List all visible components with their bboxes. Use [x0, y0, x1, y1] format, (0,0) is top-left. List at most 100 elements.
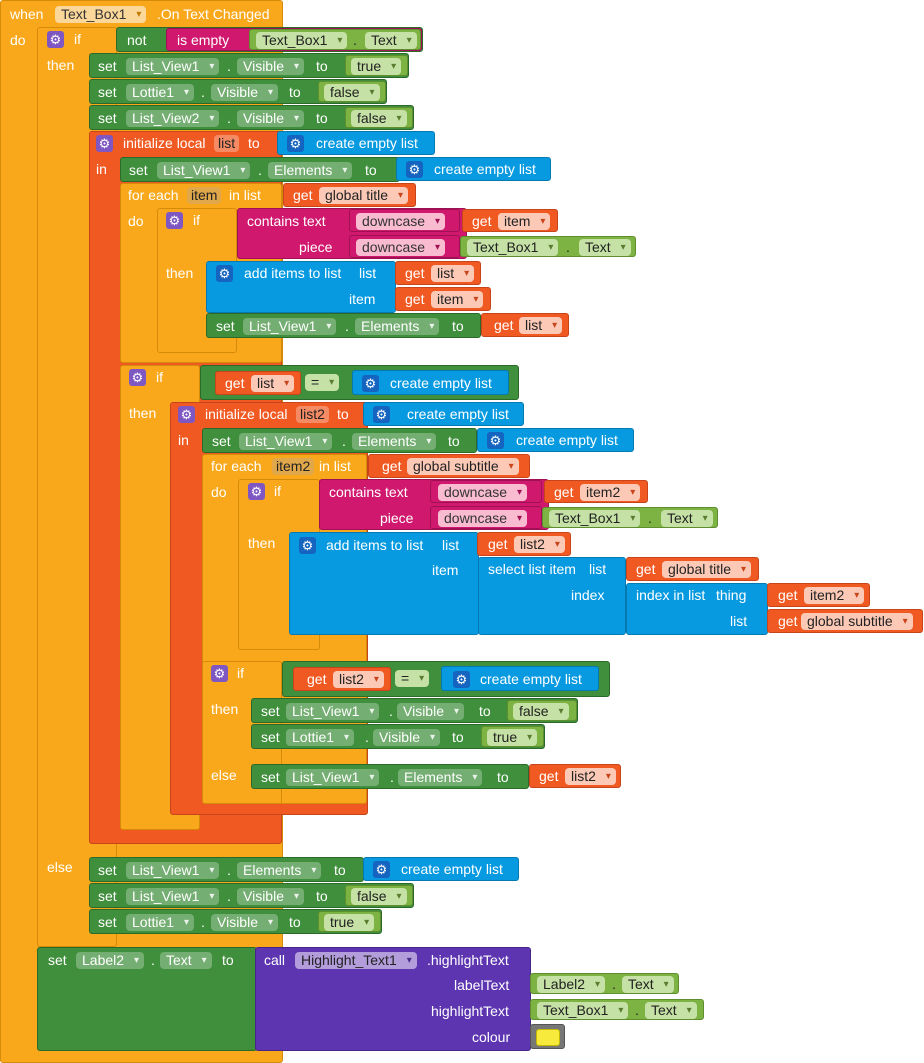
color-block[interactable]	[530, 1024, 565, 1049]
property-dropdown[interactable]: Text	[365, 32, 417, 49]
variable-dropdown[interactable]: item2	[804, 587, 865, 604]
variable-dropdown[interactable]: item2	[580, 484, 641, 501]
component-dropdown[interactable]: Text_Box1	[537, 1002, 629, 1019]
variable-dropdown[interactable]: item	[431, 291, 484, 308]
property-dropdown[interactable]: Elements	[237, 862, 322, 879]
property-dropdown[interactable]: Visible	[211, 84, 278, 101]
component-dropdown[interactable]: List_View1	[239, 433, 333, 450]
mutator-gear-icon[interactable]: ⚙	[248, 483, 265, 500]
property-dropdown[interactable]: Text	[579, 239, 631, 256]
mutator-gear-icon[interactable]: ⚙	[406, 161, 423, 178]
boolean-dropdown[interactable]: false	[324, 84, 380, 101]
set-listview1-elements[interactable]: set List_View1 . Elements to	[251, 764, 529, 789]
local-var-name[interactable]: list2	[296, 406, 329, 423]
boolean-dropdown[interactable]: true	[487, 729, 538, 746]
set-listview1-elements[interactable]: set List_View1 . Elements to	[120, 157, 400, 182]
property-dropdown[interactable]: Text	[645, 1002, 697, 1019]
local-var-name[interactable]: list	[214, 135, 240, 152]
property-dropdown[interactable]: Visible	[237, 888, 304, 905]
variable-dropdown[interactable]: global title	[319, 187, 409, 204]
downcase-block[interactable]: downcase	[349, 209, 460, 232]
property-dropdown[interactable]: Visible	[373, 729, 440, 746]
get-item[interactable]: get item	[462, 209, 558, 232]
get-global-title[interactable]: get global title	[626, 557, 759, 581]
create-empty-list-block[interactable]: ⚙ create empty list	[352, 370, 509, 395]
add-items-to-list-block[interactable]: ⚙ add items to list list item	[289, 532, 479, 635]
component-dropdown[interactable]: Label2	[76, 952, 145, 969]
boolean-dropdown[interactable]: true	[324, 914, 375, 931]
call-highlight-block[interactable]: call Highlight_Text1 .highlightText labe…	[255, 947, 531, 1051]
property-dropdown[interactable]: Elements	[268, 162, 353, 179]
textbox-text-getter[interactable]: Text_Box1 . Text	[530, 999, 704, 1020]
property-dropdown[interactable]: Elements	[355, 318, 440, 335]
component-dropdown[interactable]: List_View2	[126, 110, 220, 127]
variable-dropdown[interactable]: list	[251, 375, 295, 392]
equals-dropdown[interactable]: =	[305, 374, 340, 391]
downcase-block[interactable]: downcase	[430, 480, 542, 503]
textbox-text-getter[interactable]: Text_Box1 . Text	[249, 29, 421, 50]
false-block[interactable]: false	[345, 885, 413, 906]
variable-dropdown[interactable]: global subtitle	[801, 613, 913, 630]
downcase-dropdown[interactable]: downcase	[356, 213, 446, 230]
boolean-dropdown[interactable]: false	[351, 888, 407, 905]
set-label2-text[interactable]: set Label2 . Text to	[37, 947, 257, 1051]
variable-dropdown[interactable]: global subtitle	[407, 458, 519, 475]
boolean-dropdown[interactable]: false	[513, 703, 569, 720]
property-dropdown[interactable]: Elements	[398, 769, 483, 786]
downcase-dropdown[interactable]: downcase	[438, 510, 528, 527]
property-dropdown[interactable]: Text	[661, 510, 713, 527]
set-listview1-visible[interactable]: set List_View1 . Visible to	[89, 883, 414, 908]
mutator-gear-icon[interactable]: ⚙	[166, 212, 183, 229]
boolean-dropdown[interactable]: false	[351, 110, 407, 127]
component-dropdown[interactable]: List_View1	[243, 318, 337, 335]
component-dropdown[interactable]: List_View1	[126, 888, 220, 905]
property-dropdown[interactable]: Text	[160, 952, 212, 969]
property-dropdown[interactable]: Visible	[397, 703, 464, 720]
label2-text-getter[interactable]: Label2 . Text	[530, 973, 679, 994]
set-listview1-elements[interactable]: set List_View1 . Elements to	[206, 313, 481, 338]
component-dropdown[interactable]: Lottie1	[286, 729, 355, 746]
textbox-text-getter[interactable]: Text_Box1 . Text	[460, 236, 636, 257]
property-dropdown[interactable]: Elements	[352, 433, 437, 450]
textbox-text-getter[interactable]: Text_Box1 . Text	[542, 507, 718, 528]
variable-dropdown[interactable]: list	[519, 317, 563, 334]
mutator-gear-icon[interactable]: ⚙	[362, 375, 379, 392]
get-global-subtitle[interactable]: get global subtitle	[368, 454, 530, 478]
component-dropdown[interactable]: Text_Box1	[256, 32, 348, 49]
mutator-gear-icon[interactable]: ⚙	[299, 537, 316, 554]
property-dropdown[interactable]: Text	[622, 976, 674, 993]
downcase-dropdown[interactable]: downcase	[356, 239, 446, 256]
create-empty-list-block[interactable]: ⚙ create empty list	[441, 666, 599, 691]
get-list[interactable]: get list	[395, 261, 481, 285]
add-items-to-list-block[interactable]: ⚙ add items to list list item	[206, 261, 396, 313]
get-list2[interactable]: get list2	[293, 667, 391, 691]
component-dropdown[interactable]: Text_Box1	[467, 239, 559, 256]
mutator-gear-icon[interactable]: ⚙	[178, 406, 195, 423]
index-in-list-block[interactable]: index in list thing list	[626, 583, 768, 635]
true-block[interactable]: true	[481, 726, 544, 747]
true-block[interactable]: true	[318, 911, 381, 932]
mutator-gear-icon[interactable]: ⚙	[373, 406, 390, 423]
property-dropdown[interactable]: Visible	[237, 110, 304, 127]
component-dropdown[interactable]: Label2	[537, 976, 606, 993]
set-listview1-elements[interactable]: set List_View1 . Elements to	[202, 428, 477, 453]
get-global-title[interactable]: get global title	[283, 183, 416, 207]
equals-dropdown[interactable]: =	[395, 670, 430, 687]
true-block[interactable]: true	[345, 55, 408, 76]
component-dropdown[interactable]: Highlight_Text1	[295, 952, 417, 969]
get-item[interactable]: get item	[395, 287, 491, 311]
loop-var-name[interactable]: item2	[272, 458, 315, 475]
get-global-subtitle[interactable]: get global subtitle	[767, 609, 923, 633]
yellow-color-swatch[interactable]	[536, 1029, 560, 1046]
mutator-gear-icon[interactable]: ⚙	[373, 861, 390, 878]
false-block[interactable]: false	[318, 81, 386, 102]
create-empty-list-block[interactable]: ⚙ create empty list	[363, 857, 519, 881]
component-dropdown[interactable]: Lottie1	[126, 914, 195, 931]
create-empty-list-block[interactable]: ⚙ create empty list	[363, 402, 524, 426]
component-dropdown[interactable]: List_View1	[286, 703, 380, 720]
property-dropdown[interactable]: Visible	[211, 914, 278, 931]
mutator-gear-icon[interactable]: ⚙	[216, 265, 233, 282]
set-listview1-elements[interactable]: set List_View1 . Elements to	[89, 857, 364, 882]
get-item2[interactable]: get item2	[767, 583, 870, 607]
get-list[interactable]: get list	[481, 313, 569, 337]
